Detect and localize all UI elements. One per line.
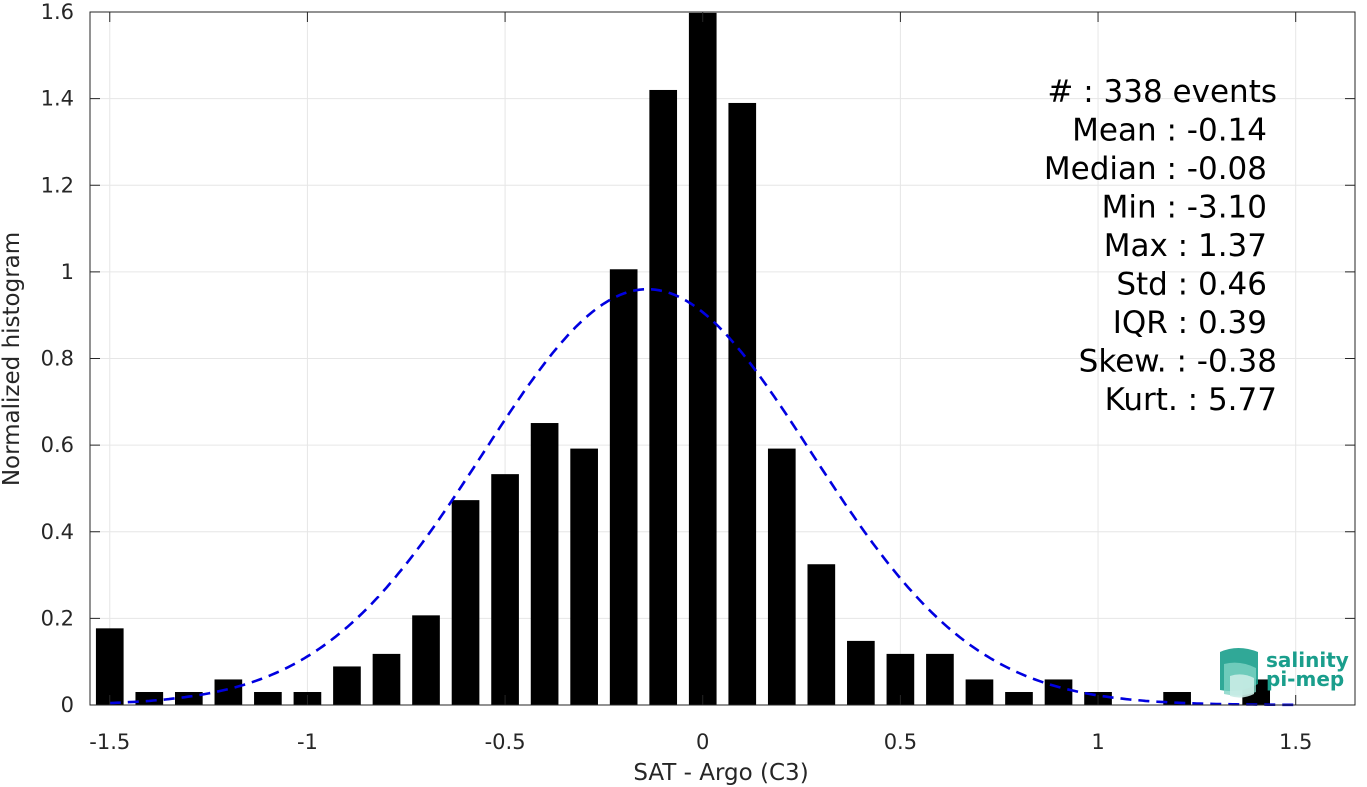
histogram-bar [728,102,757,706]
x-tick-label: -0.5 [485,730,526,754]
logo-text-pi-mep: pi-mep [1266,667,1344,691]
histogram-bar [451,500,480,705]
histogram-bar [491,474,519,705]
histogram-bar [1005,692,1033,705]
stats-line: Skew. : -0.38 [1079,344,1277,380]
histogram-bar [254,692,282,705]
histogram-bar [847,640,875,705]
y-tick-label: 1.6 [41,0,74,24]
y-tick-label: 0.2 [41,606,74,630]
histogram-bar [649,89,678,705]
y-axis-label: Normalized histogram [0,232,25,486]
stats-line: # : 338 events [1047,74,1277,110]
logo-wave-icon [1220,648,1258,698]
histogram-bar [609,269,638,705]
histogram-bar [807,564,836,705]
histogram-bar [174,692,203,705]
histogram-bar [767,448,796,705]
histogram-bar [333,666,361,705]
grid [90,11,1355,706]
x-tick-label: -1 [297,730,318,754]
histogram-bar [372,653,401,705]
stats-line: Min : -3.10 [1102,190,1267,226]
logo-text-salinity: salinity [1266,648,1349,672]
histogram-bar [965,679,994,705]
axes-frame [89,11,1356,706]
stats-line: IQR : 0.39 [1113,305,1267,341]
histogram-bar [688,12,717,705]
histogram-bar [95,628,124,705]
histogram-bar [530,423,559,705]
y-tick-label: 0.4 [41,520,74,544]
histogram-bar [1044,679,1073,705]
gaussian-fit-line [109,287,1296,707]
stats-line: Max : 1.37 [1104,228,1267,264]
stats-line: Median : -0.08 [1044,151,1267,187]
x-tick-label: -1.5 [89,730,130,754]
x-tick-label: 1 [1091,730,1104,754]
y-tick-label: 0.6 [41,433,74,457]
histogram-bar [926,653,954,705]
y-tick-label: 1.2 [41,173,74,197]
stats-line: Std : 0.46 [1116,267,1267,303]
y-tick-label: 1.4 [41,87,74,111]
x-tick-labels: -1.5 -1 -0.5 0 0.5 1 1.5 [89,730,1312,754]
histogram-bar [412,615,440,705]
x-tick-label: 0 [696,730,709,754]
histogram-bar [570,448,598,705]
x-tick-label: 1.5 [1279,730,1312,754]
y-tick-label: 0.8 [41,347,74,371]
stats-line: Mean : -0.14 [1072,113,1267,149]
gaussian-fit [109,287,1296,707]
y-tick-labels: 0 0.2 0.4 0.6 0.8 1 1.2 1.4 1.6 [41,0,74,717]
x-tick-label: 0.5 [884,730,917,754]
y-tick-label: 1 [61,260,74,284]
stats-line: Kurt. : 5.77 [1105,382,1277,418]
x-axis-label: SAT - Argo (C3) [633,760,808,786]
y-tick-label: 0 [61,693,74,717]
salinity-pi-mep-logo: salinity pi-mep [1220,648,1349,698]
histogram-bar [135,692,164,705]
